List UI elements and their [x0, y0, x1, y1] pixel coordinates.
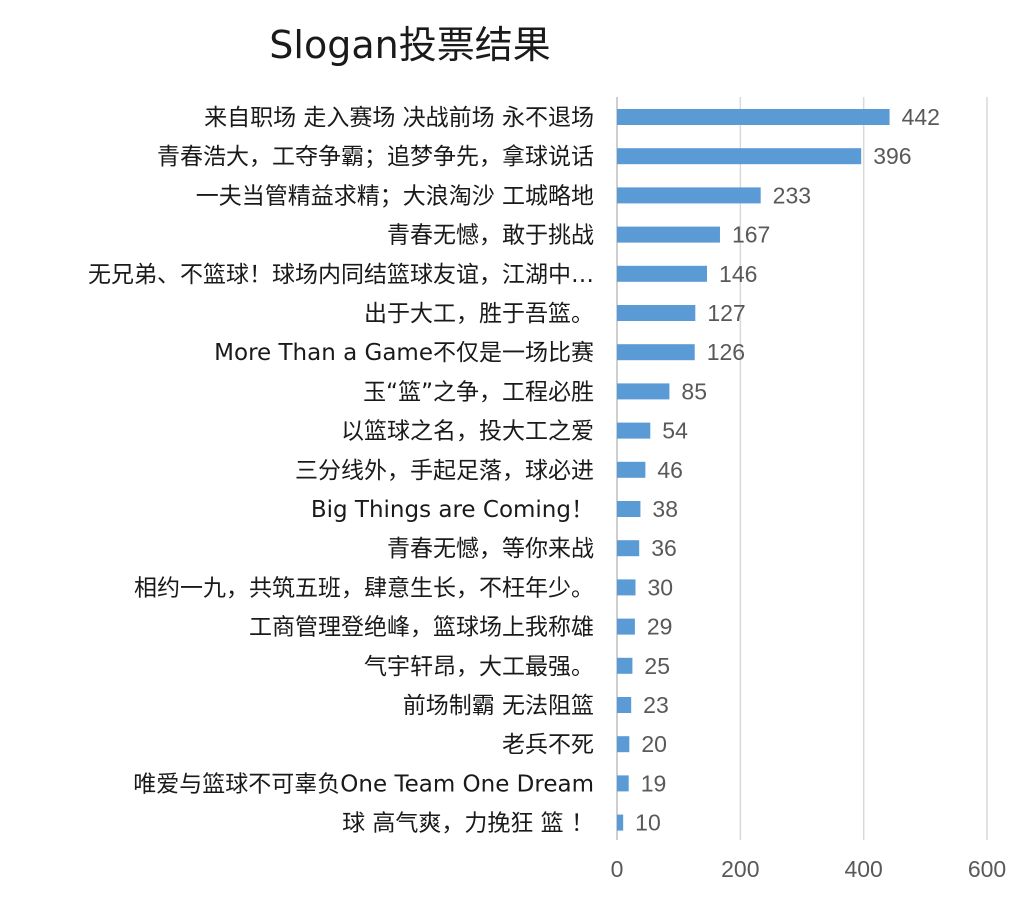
data-label: 126: [707, 339, 745, 365]
bar: [617, 383, 670, 400]
category-label: 三分线外，手起足落，球必进: [295, 458, 594, 484]
bar: [617, 305, 696, 321]
bar: [617, 226, 720, 243]
bar: [617, 501, 641, 517]
bar: [617, 579, 636, 596]
category-label: 球 高气爽，力挽狂 篮 ！: [342, 811, 594, 837]
data-label: 442: [902, 104, 940, 130]
category-label: 无兄弟、不篮球！球场内同结篮球友谊，江湖中…: [88, 262, 594, 288]
bar: [617, 187, 761, 204]
category-label: 以篮球之名，投大工之爱: [341, 419, 594, 445]
x-tick-label: 0: [611, 856, 624, 882]
bar: [617, 814, 624, 831]
category-label: 老兵不死: [502, 732, 594, 758]
data-label: 38: [652, 496, 678, 522]
data-label: 10: [635, 810, 661, 836]
category-label: 玉“篮”之争，工程必胜: [363, 379, 594, 405]
bar: [617, 618, 635, 635]
data-label: 46: [657, 457, 683, 483]
bar: [617, 422, 651, 439]
data-label: 85: [681, 378, 707, 404]
category-label: 唯爱与篮球不可辜负One Team One Dream: [133, 771, 594, 797]
x-tick-label: 400: [844, 856, 882, 882]
bar: [617, 540, 640, 557]
bar: [617, 109, 890, 125]
data-label: 396: [873, 143, 911, 169]
data-label: 23: [643, 692, 669, 718]
data-label: 19: [641, 770, 667, 796]
bar: [617, 148, 862, 165]
category-label: Big Things are Coming！: [311, 497, 594, 523]
data-label: 54: [662, 418, 688, 444]
bar: [617, 461, 646, 478]
x-tick-label: 200: [721, 856, 759, 882]
x-tick-label: 600: [968, 856, 1006, 882]
category-label: 青春无憾，敢于挑战: [387, 223, 594, 249]
category-label: 青春无憾，等你来战: [387, 536, 594, 562]
data-label: 127: [707, 300, 745, 326]
category-label: 出于大工，胜于吾篮。: [364, 301, 594, 327]
category-label: 一夫当管精益求精；大浪淘沙 工城略地: [196, 183, 594, 209]
data-label: 25: [644, 653, 670, 679]
chart-title: Slogan投票结果: [269, 23, 551, 67]
bar: [617, 344, 695, 361]
bar: [617, 265, 708, 282]
category-label: 来自职场 走入赛场 决战前场 永不退场: [204, 105, 594, 131]
category-label: 气宇轩昂，大工最强。: [364, 654, 594, 680]
data-label: 29: [647, 614, 673, 640]
bar: [617, 736, 630, 753]
category-label: 工商管理登绝峰，篮球场上我称雄: [249, 615, 594, 641]
category-label: 青春浩大，工夺争霸；追梦争先，拿球说话: [157, 143, 594, 170]
bar: [617, 657, 633, 674]
data-label: 146: [719, 261, 757, 287]
data-label: 167: [732, 222, 770, 248]
data-label: 20: [641, 731, 667, 757]
data-label: 36: [651, 535, 677, 561]
category-label: 相约一九，共筑五班，肆意生长，不枉年少。: [134, 575, 594, 601]
bar: [617, 775, 629, 792]
data-label: 30: [648, 574, 674, 600]
bar: [617, 697, 632, 713]
category-label: 前场制霸 无法阻篮: [403, 693, 594, 719]
data-label: 233: [773, 182, 811, 208]
category-label: More Than a Game不仅是一场比赛: [214, 340, 594, 366]
